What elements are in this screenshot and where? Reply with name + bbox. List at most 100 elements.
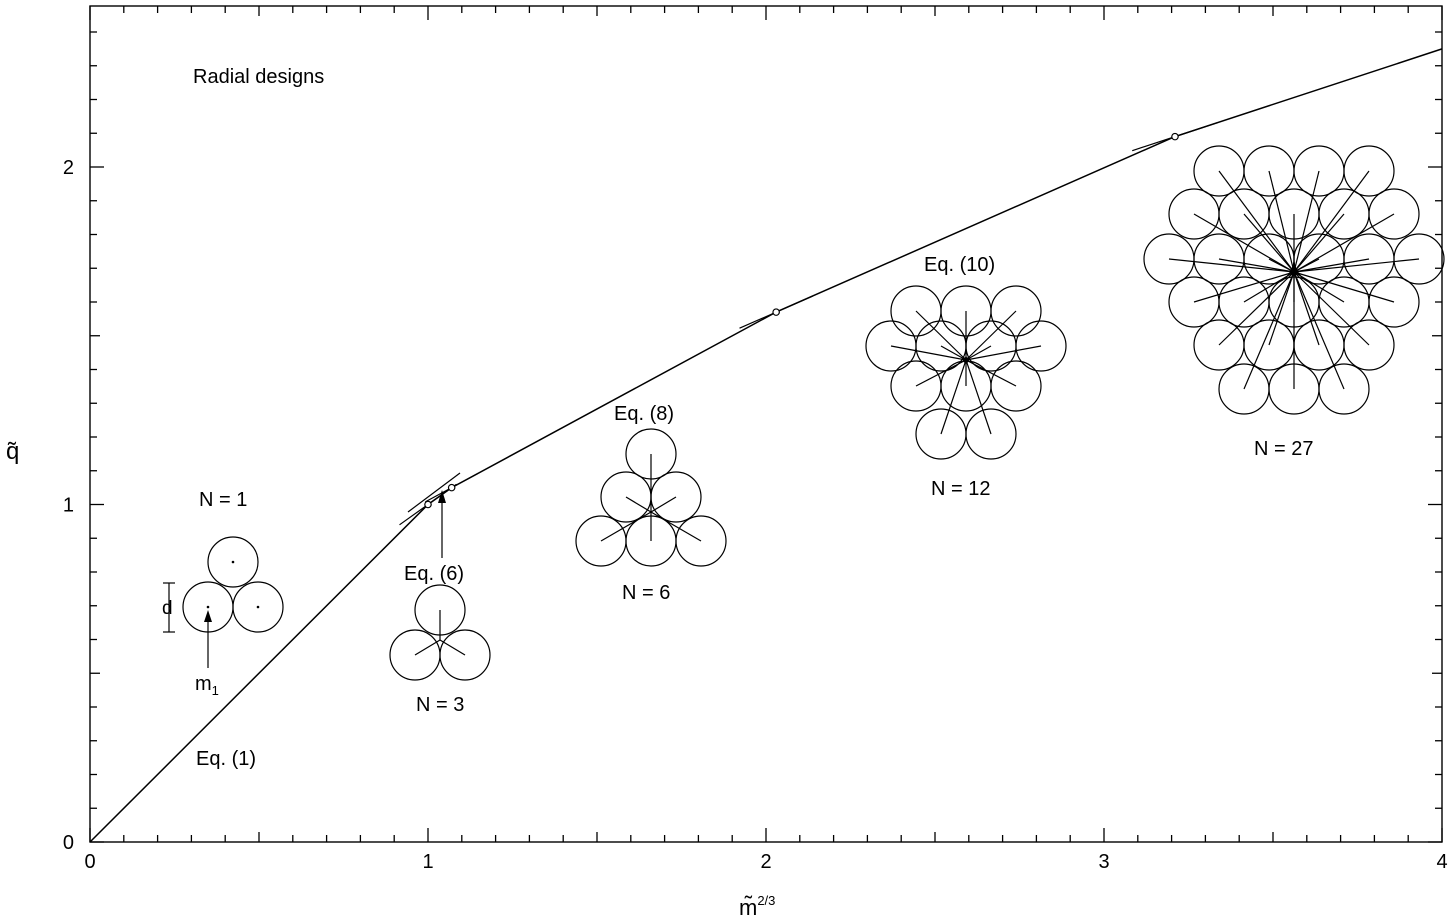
cluster-sphere [990,285,1042,337]
cluster-spoke [1243,271,1295,390]
cluster-sphere [1368,188,1420,240]
m1-subscript: 1 [212,683,219,698]
eq10-label: Eq. (10) [924,254,995,276]
cluster-spoke [1293,271,1395,303]
cluster-spoke [1218,258,1295,273]
y-tick-label: 1 [63,495,74,517]
cluster-sphere [1343,145,1395,197]
cluster-spoke [600,511,652,542]
n12-label: N = 12 [931,478,990,500]
n6-label: N = 6 [622,582,670,604]
cluster-n27-hub [1290,268,1298,276]
axes-frame [89,5,1443,843]
cluster-spoke [1293,170,1370,273]
cluster-spoke [1293,271,1370,346]
x-axis-label-base: m̃ [739,895,757,920]
eq8-label: Eq. (8) [614,403,674,425]
cluster-n6 [575,428,727,567]
cluster-spoke [890,345,967,361]
y-tick-label: 2 [63,157,74,179]
data-point-marker [772,308,780,316]
cluster-sphere [207,536,259,588]
sphere-center-dot [206,605,210,609]
cluster-spoke [625,496,652,513]
x-tick-label: 2 [760,851,771,873]
m1-label: m1 [195,673,219,698]
n3-label: N = 3 [416,694,464,716]
cluster-spoke [915,359,967,387]
d-dimension-label: d [162,598,173,619]
cluster-spoke [1293,170,1320,273]
tick-marks [89,6,1443,843]
series-layer [89,48,1443,843]
radial-designs-title: Radial designs [193,66,324,88]
transition-line [407,472,461,513]
cluster-spoke [1268,271,1295,346]
cluster-sphere [439,629,491,681]
cluster-spoke [1218,271,1295,346]
sphere-center-dot [231,560,235,564]
cluster-spoke [940,345,967,361]
n27-label: N = 27 [1254,438,1313,460]
cluster-spoke [1293,271,1345,303]
cluster-spoke [1293,258,1320,273]
cluster-sphere [1368,276,1420,328]
cluster-sphere [1318,363,1370,415]
cluster-spoke [915,310,967,361]
cluster-spoke [1293,213,1345,273]
cluster-n27 [1143,145,1445,415]
cluster-spoke [650,511,702,542]
cluster-spoke [439,639,466,656]
data-point-marker [1171,132,1179,141]
cluster-spoke [965,359,1017,387]
eq1-label: Eq. (1) [196,748,256,770]
n1-label: N = 1 [199,489,247,511]
x-tick-label: 3 [1098,851,1109,873]
cluster-sphere [965,408,1017,460]
cluster-sphere [1393,233,1445,285]
x-axis-label: m̃2/3 [739,893,775,920]
cluster-sphere [990,360,1042,412]
cluster-n12 [865,285,1067,460]
cluster-spoke [1193,271,1295,303]
cluster-sphere [675,515,727,567]
cluster-spoke [940,359,967,435]
cluster-spoke [965,359,992,435]
cluster-illustrations [163,145,1445,681]
cluster-spoke [414,639,441,656]
cluster-spoke [1268,170,1295,273]
cluster-spoke [650,496,677,513]
annotations: Eq. (1) Eq. (6) Eq. (8) Eq. (10) N = 1 N… [162,254,1313,770]
cluster-spoke [1243,213,1295,273]
sphere-center-dot [256,605,260,609]
cluster-spoke [1293,258,1420,273]
cluster-n3 [389,584,491,681]
cluster-spoke [1293,271,1345,390]
x-tick-label: 1 [422,851,433,873]
cluster-spoke [965,345,1042,361]
cluster-sphere [232,581,284,633]
cluster-spoke [1293,258,1370,273]
eq6-label: Eq. (6) [404,563,464,585]
x-tick-label: 0 [84,851,95,873]
x-axis-label-exponent: 2/3 [757,893,775,908]
cluster-sphere [1343,319,1395,371]
cluster-spoke [1243,271,1295,303]
cluster-spoke [965,310,1017,361]
cluster-n12-hub [963,357,969,363]
cluster-spoke [1293,213,1395,273]
eq6-arrow-head [438,490,446,503]
cluster-spoke [1193,213,1295,273]
y-tick-label: 0 [63,832,74,854]
tick-labels: 0 1 2 3 4 0 1 2 [63,157,1448,873]
y-axis-label: q̃ [6,438,19,465]
cluster-spoke [1268,258,1295,273]
cluster-sphere [1015,320,1067,372]
plot-frame [89,5,1443,843]
data-point-marker [424,500,432,509]
cluster-spoke [1218,170,1295,273]
series-line [89,48,1443,843]
cluster-spoke [1168,258,1295,273]
cluster-spoke [965,345,992,361]
